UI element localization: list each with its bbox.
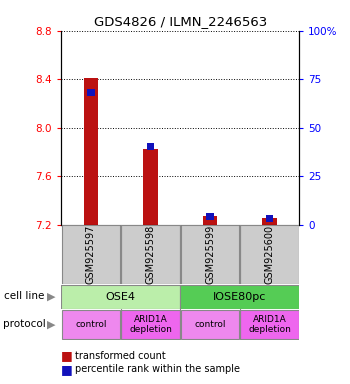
Text: percentile rank within the sample: percentile rank within the sample [75, 364, 240, 374]
Text: GSM925599: GSM925599 [205, 225, 215, 284]
Text: control: control [75, 320, 107, 329]
Bar [181, 310, 239, 339]
Bar [62, 310, 120, 339]
Text: protocol: protocol [4, 319, 46, 329]
Text: GSM925600: GSM925600 [265, 225, 274, 284]
Text: ▶: ▶ [47, 319, 55, 329]
Bar [84, 78, 98, 225]
Text: ARID1A
depletion: ARID1A depletion [248, 315, 291, 334]
Bar [121, 225, 180, 283]
Text: IOSE80pc: IOSE80pc [213, 291, 266, 302]
Bar [240, 225, 299, 283]
Bar [181, 225, 239, 283]
Bar [240, 310, 299, 339]
Bar [147, 143, 154, 150]
Bar [62, 225, 120, 283]
Bar [262, 218, 277, 225]
Text: OSE4: OSE4 [106, 291, 136, 302]
Bar [121, 310, 180, 339]
Text: ARID1A
depletion: ARID1A depletion [129, 315, 172, 334]
Text: transformed count: transformed count [75, 351, 166, 361]
Bar [266, 215, 273, 222]
Bar [180, 285, 299, 309]
Bar [203, 216, 217, 225]
Text: GSM925597: GSM925597 [86, 225, 96, 284]
Text: GSM925598: GSM925598 [146, 225, 155, 284]
Title: GDS4826 / ILMN_2246563: GDS4826 / ILMN_2246563 [94, 15, 267, 28]
Text: cell line: cell line [4, 291, 44, 301]
Text: ■: ■ [61, 349, 73, 362]
Text: control: control [194, 320, 226, 329]
Bar [206, 213, 214, 220]
Bar [143, 149, 158, 225]
Bar [88, 89, 94, 96]
Text: ▶: ▶ [47, 291, 55, 301]
Bar [61, 285, 180, 309]
Text: ■: ■ [61, 363, 73, 376]
